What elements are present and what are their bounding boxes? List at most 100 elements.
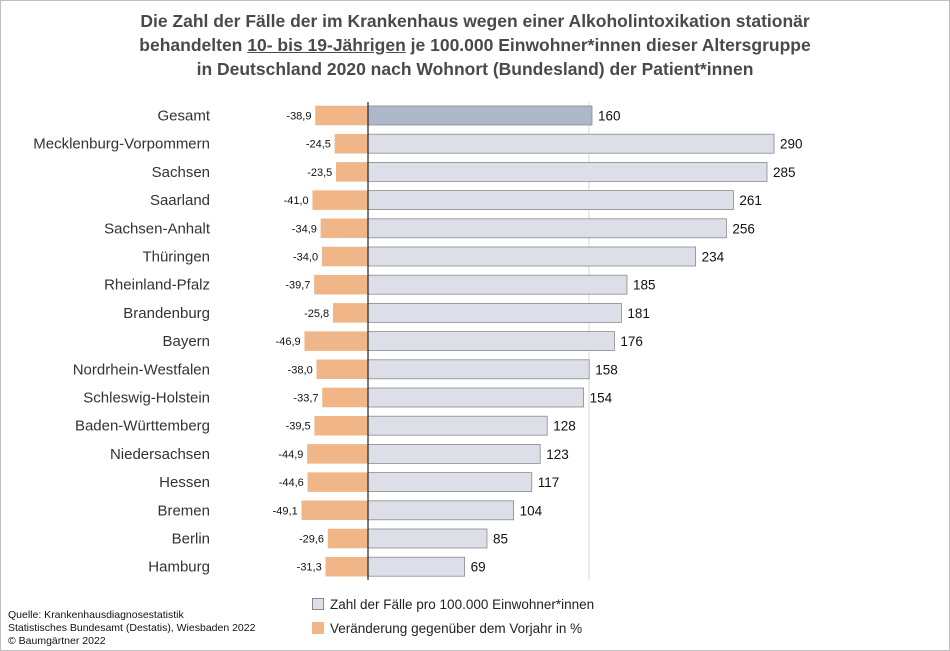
category-label-bremen: Bremen <box>157 502 210 519</box>
change-value-label-rheinland-pfalz: -39,7 <box>285 280 310 292</box>
cases-bar-thüringen <box>367 246 697 267</box>
change-bar-sachsen <box>336 162 369 182</box>
cases-value-label-hamburg: 69 <box>471 560 486 575</box>
change-value-label-gesamt: -38,9 <box>286 111 311 123</box>
change-value-label-bayern: -46,9 <box>276 336 301 348</box>
cases-value-label-nordrhein-westfalen: 158 <box>595 362 618 377</box>
change-bar-hamburg <box>325 556 369 577</box>
category-label-hamburg: Hamburg <box>148 559 210 576</box>
legend-label-cases: Zahl der Fälle pro 100.000 Einwohner*inn… <box>330 597 595 612</box>
cases-bar-saarland <box>367 190 734 211</box>
change-value-label-sachsen-anhalt: -34,9 <box>292 223 317 235</box>
cases-value-label-bremen: 104 <box>520 503 543 518</box>
change-value-label-hessen: -44,6 <box>279 477 304 489</box>
category-label-berlin: Berlin <box>172 531 210 548</box>
change-bar-berlin <box>327 528 369 549</box>
cases-value-label-hessen: 117 <box>538 475 560 490</box>
cases-bar-baden-württemberg <box>367 415 548 436</box>
change-value-label-bremen: -49,1 <box>273 505 298 517</box>
source-line-3: © Baumgärtner 2022 <box>8 635 106 647</box>
cases-bar-berlin <box>367 528 488 549</box>
cases-bar-schleswig-holstein <box>367 387 585 408</box>
source-line-1: Quelle: Krankenhausdiagnosestatistik <box>8 609 184 621</box>
cases-value-label-schleswig-holstein: 154 <box>590 391 613 406</box>
cases-value-label-mecklenburg-vorpommern: 290 <box>780 137 803 152</box>
change-bar-gesamt <box>315 105 369 126</box>
cases-bar-bayern <box>367 331 615 352</box>
category-label-brandenburg: Brandenburg <box>123 305 210 322</box>
category-label-saarland: Saarland <box>150 192 210 209</box>
cases-value-label-bayern: 176 <box>620 334 643 349</box>
cases-bar-rheinland-pfalz <box>367 274 628 295</box>
cases-bar-hamburg <box>367 556 465 577</box>
change-bar-thüringen <box>321 246 369 267</box>
cases-bar-sachsen <box>367 161 768 182</box>
category-label-rheinland-pfalz: Rheinland-Pfalz <box>104 277 210 294</box>
change-value-label-saarland: -41,0 <box>284 195 309 207</box>
title-line-1: Die Zahl der Fälle der im Krankenhaus we… <box>140 11 810 31</box>
change-bar-schleswig-holstein <box>322 387 369 408</box>
change-bar-saarland <box>312 190 369 210</box>
cases-value-label-baden-württemberg: 128 <box>553 419 576 434</box>
source-line-2: Statistisches Bundesamt (Destatis), Wies… <box>8 622 256 634</box>
cases-bar-niedersachsen <box>367 443 541 464</box>
cases-bar-nordrhein-westfalen <box>367 359 590 380</box>
legend-swatch-change <box>312 622 324 635</box>
category-label-nordrhein-westfalen: Nordrhein-Westfalen <box>73 361 210 378</box>
category-label-baden-württemberg: Baden-Württemberg <box>75 418 210 435</box>
cases-bar-gesamt <box>367 105 593 126</box>
category-label-schleswig-holstein: Schleswig-Holstein <box>83 390 210 407</box>
category-label-sachsen-anhalt: Sachsen-Anhalt <box>104 220 211 237</box>
title-line-3: in Deutschland 2020 nach Wohnort (Bundes… <box>196 59 754 79</box>
legend-item-cases: Zahl der Fälle pro 100.000 Einwohner*inn… <box>312 596 594 620</box>
legend-swatch-cases <box>312 598 324 611</box>
change-bar-rheinland-pfalz <box>314 274 369 295</box>
change-value-label-mecklenburg-vorpommern: -24,5 <box>306 139 331 151</box>
cases-bar-hessen <box>367 472 533 493</box>
category-label-bayern: Bayern <box>162 333 210 350</box>
title-line-2-post: je 100.000 Einwohner*innen dieser Alters… <box>405 35 811 55</box>
cases-value-label-thüringen: 234 <box>702 250 725 265</box>
change-bar-hessen <box>307 472 369 492</box>
legend: Zahl der Fälle pro 100.000 Einwohner*inn… <box>312 596 594 644</box>
category-label-gesamt: Gesamt <box>157 108 210 125</box>
cases-value-label-gesamt: 160 <box>598 109 621 124</box>
change-bar-nordrhein-westfalen <box>316 359 369 380</box>
cases-value-label-sachsen-anhalt: 256 <box>732 221 755 236</box>
legend-item-change: Veränderung gegenüber dem Vorjahr in % <box>312 620 594 644</box>
title-line-2-pre: behandelten <box>139 35 248 55</box>
change-value-label-niedersachsen: -44,9 <box>278 449 303 461</box>
cases-bar-brandenburg <box>367 302 622 323</box>
change-value-label-thüringen: -34,0 <box>293 252 318 264</box>
change-bar-mecklenburg-vorpommern <box>334 133 369 154</box>
change-bar-brandenburg <box>332 303 369 323</box>
category-label-niedersachsen: Niedersachsen <box>110 446 210 463</box>
cases-bar-mecklenburg-vorpommern <box>367 133 775 154</box>
cases-value-label-sachsen: 285 <box>773 165 796 180</box>
change-bar-niedersachsen <box>307 444 369 464</box>
category-label-hessen: Hessen <box>159 474 210 491</box>
change-bar-sachsen-anhalt <box>320 218 369 239</box>
source-note: Quelle: Krankenhausdiagnosestatistik Sta… <box>8 609 255 648</box>
title-line-2-underlined: 10- bis 19-Jährigen <box>247 35 406 55</box>
change-bar-baden-württemberg <box>314 415 369 436</box>
change-value-label-sachsen: -23,5 <box>307 167 332 179</box>
category-label-thüringen: Thüringen <box>142 249 210 266</box>
category-label-mecklenburg-vorpommern: Mecklenburg-Vorpommern <box>33 136 210 153</box>
cases-bar-bremen <box>367 500 515 521</box>
change-value-label-schleswig-holstein: -33,7 <box>293 393 318 405</box>
change-value-label-nordrhein-westfalen: -38,0 <box>288 364 313 376</box>
cases-value-label-rheinland-pfalz: 185 <box>633 278 656 293</box>
cases-value-label-saarland: 261 <box>739 193 762 208</box>
chart-title: Die Zahl der Fälle der im Krankenhaus we… <box>0 9 950 81</box>
change-bar-bayern <box>304 331 369 351</box>
change-value-label-brandenburg: -25,8 <box>304 308 329 320</box>
change-bar-bremen <box>301 500 369 521</box>
change-value-label-baden-württemberg: -39,5 <box>286 421 311 433</box>
cases-value-label-berlin: 85 <box>493 532 508 547</box>
cases-bar-sachsen-anhalt <box>367 218 727 239</box>
legend-label-change: Veränderung gegenüber dem Vorjahr in % <box>330 621 583 636</box>
category-label-sachsen: Sachsen <box>152 164 210 181</box>
title-line-2: behandelten 10- bis 19-Jährigen je 100.0… <box>0 33 950 57</box>
